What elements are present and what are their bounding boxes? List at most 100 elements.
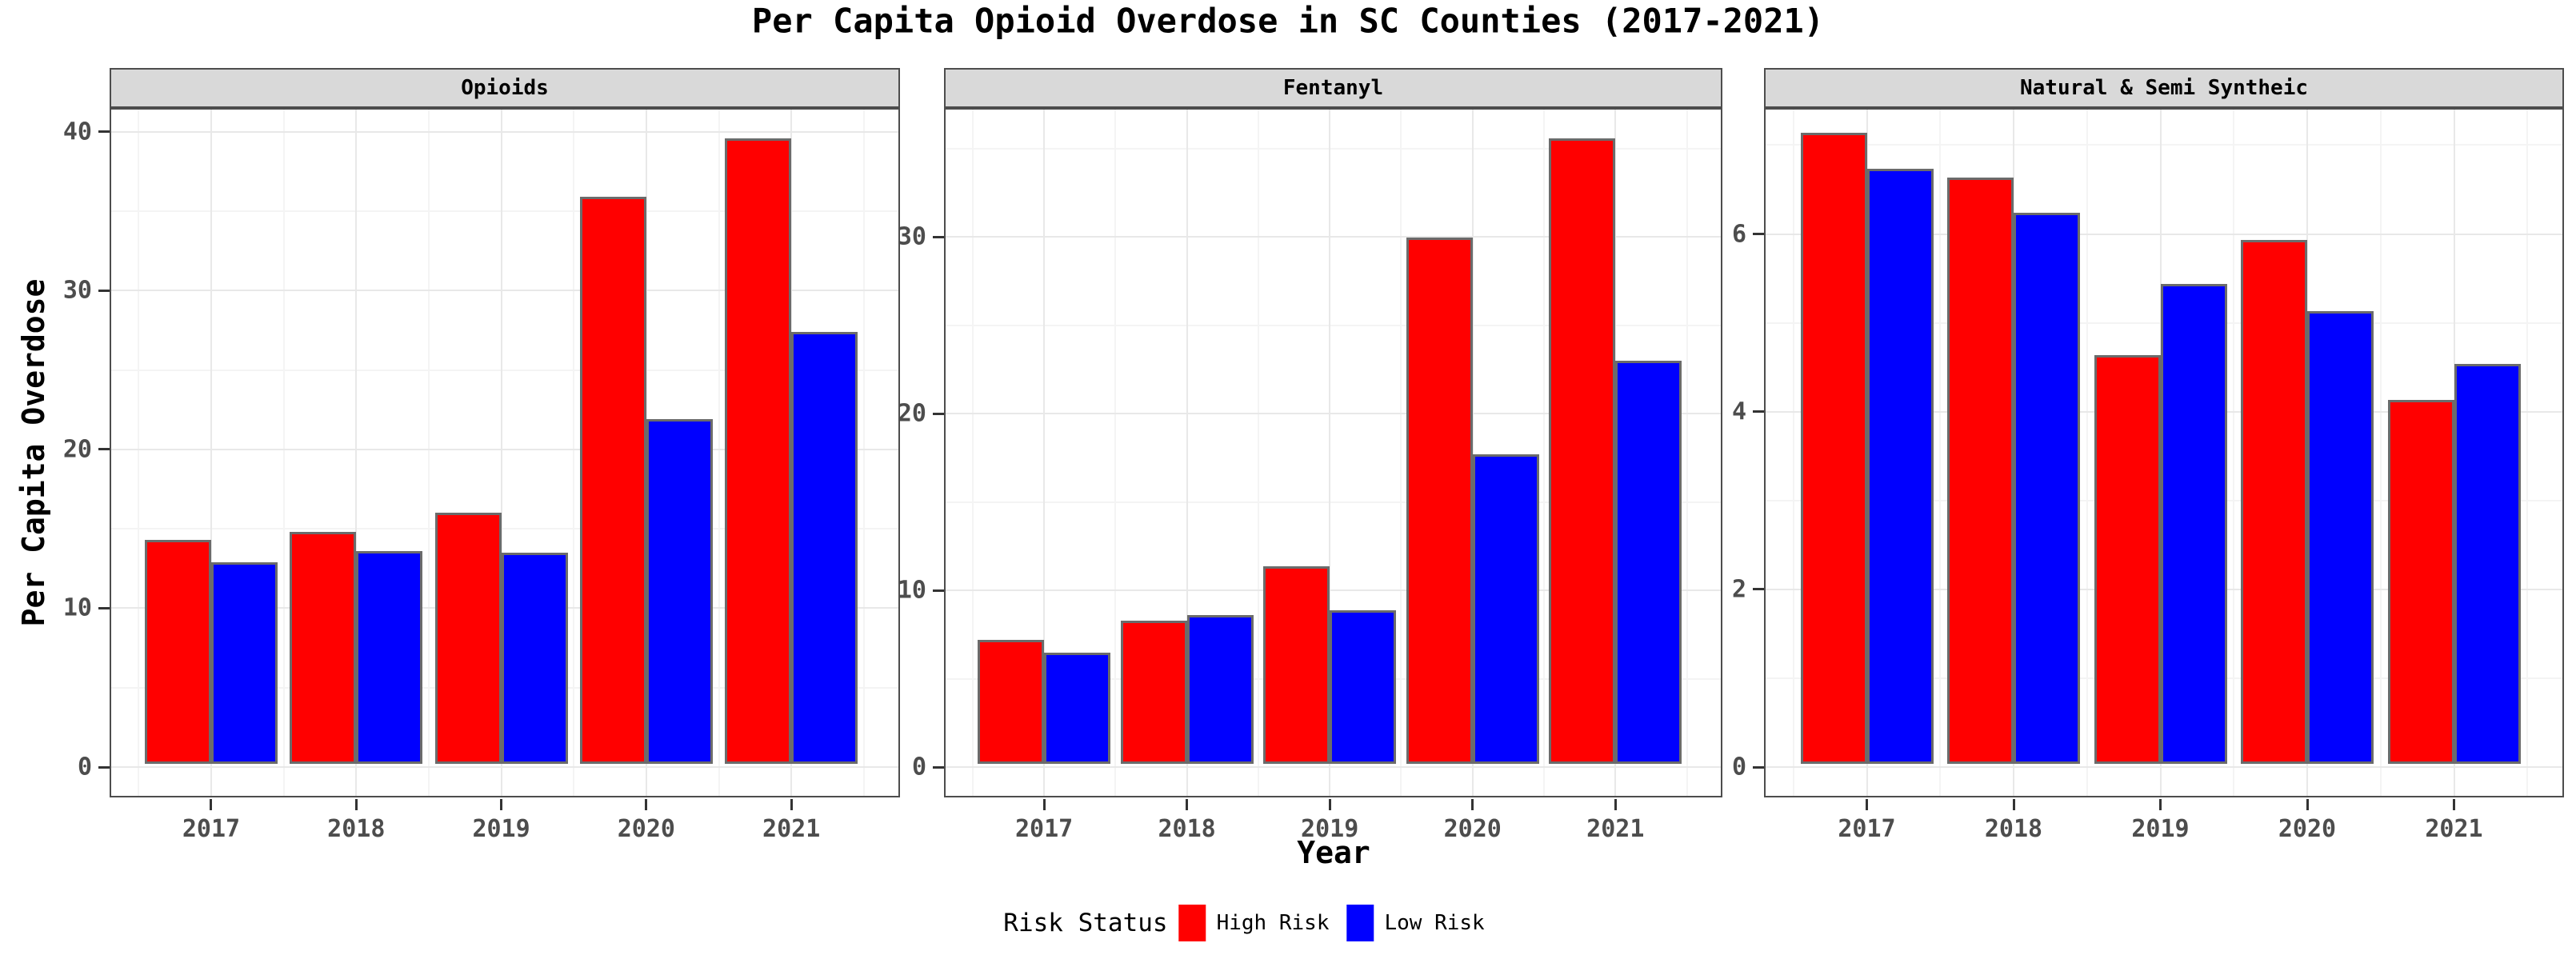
x-tick-mark bbox=[2012, 799, 2015, 810]
legend-label-high-risk: High Risk bbox=[1216, 911, 1330, 935]
y-tick-label: 20 bbox=[62, 435, 92, 464]
y-tick-label: 0 bbox=[911, 753, 926, 781]
y-tick-mark bbox=[1753, 588, 1764, 591]
gridline-major-vertical bbox=[1186, 110, 1188, 796]
bar-high-risk-2017 bbox=[144, 540, 211, 764]
chart-title: Per Capita Opioid Overdose in SC Countie… bbox=[751, 1, 1825, 41]
gridline-minor-horizontal bbox=[946, 324, 1721, 326]
facet-strip-label: Fentanyl bbox=[1282, 76, 1384, 100]
gridline-minor-horizontal bbox=[1766, 144, 2562, 146]
gridline-minor-vertical bbox=[1792, 110, 1794, 796]
y-tick-mark bbox=[98, 765, 110, 769]
gridline-major-horizontal bbox=[946, 766, 1721, 768]
bar-low-risk-2018 bbox=[1186, 615, 1254, 764]
y-tick-mark bbox=[1753, 765, 1764, 769]
bar-low-risk-2019 bbox=[2160, 284, 2227, 764]
x-tick-label: 2018 bbox=[1158, 815, 1216, 843]
y-tick-label: 6 bbox=[1731, 220, 1746, 248]
gridline-major-horizontal bbox=[1766, 233, 2562, 235]
legend-title: Risk Status bbox=[1003, 909, 1168, 937]
y-tick-label: 10 bbox=[897, 576, 926, 605]
x-tick-label: 2019 bbox=[2131, 815, 2190, 843]
panel-plot-fentanyl: 0 10 20 30 2017 2018 2019 2020 2021 bbox=[898, 108, 1722, 843]
gridline-major-vertical bbox=[1471, 110, 1474, 796]
bar-low-risk-2019 bbox=[501, 552, 568, 764]
gridline-minor-vertical bbox=[1257, 110, 1259, 796]
gridline-major-vertical bbox=[1329, 110, 1331, 796]
gridline-minor-horizontal bbox=[111, 528, 898, 530]
bar-high-risk-2018 bbox=[1947, 177, 2014, 764]
x-tick-label: 2017 bbox=[182, 815, 241, 843]
y-tick-label: 0 bbox=[1731, 753, 1746, 781]
bar-high-risk-2017 bbox=[978, 640, 1045, 764]
x-tick-label: 2017 bbox=[1014, 815, 1074, 843]
gridline-minor-vertical bbox=[427, 110, 430, 796]
x-tick-label: 2021 bbox=[2425, 815, 2483, 843]
y-tick-mark bbox=[98, 606, 110, 609]
x-axis-title: Year bbox=[1297, 835, 1370, 870]
x-tick-label: 2021 bbox=[762, 815, 821, 843]
bar-high-risk-2020 bbox=[1406, 237, 1473, 764]
bar-low-risk-2020 bbox=[1472, 454, 1539, 764]
panel-plot-natural-semi-synthetic: 0 2 4 6 2017 2018 2019 2020 2021 bbox=[1732, 108, 2564, 843]
x-tick-mark bbox=[1328, 799, 1331, 810]
y-tick-label: 20 bbox=[897, 399, 926, 428]
y-tick-label: 30 bbox=[62, 276, 92, 305]
bar-low-risk-2021 bbox=[791, 331, 858, 764]
x-tick-label: 2017 bbox=[1838, 815, 1896, 843]
bar-low-risk-2018 bbox=[2014, 213, 2080, 764]
gridline-minor-vertical bbox=[2086, 110, 2088, 796]
gridline-minor-vertical bbox=[138, 110, 140, 796]
y-tick-mark bbox=[98, 448, 110, 451]
bar-high-risk-2018 bbox=[1120, 621, 1187, 764]
gridline-minor-vertical bbox=[1542, 110, 1545, 796]
gridline-minor-vertical bbox=[2233, 110, 2235, 796]
y-tick-mark bbox=[933, 765, 944, 769]
y-tick-mark bbox=[933, 589, 944, 592]
x-tick-label: 2018 bbox=[1984, 815, 2043, 843]
y-tick-label: 2 bbox=[1731, 575, 1746, 604]
bar-low-risk-2017 bbox=[1044, 652, 1111, 764]
gridline-minor-vertical bbox=[1114, 110, 1117, 796]
x-tick-mark bbox=[2453, 799, 2455, 810]
bar-high-risk-2017 bbox=[1800, 133, 1867, 764]
gridline-minor-vertical bbox=[2379, 110, 2382, 796]
gridline-minor-vertical bbox=[1400, 110, 1402, 796]
x-tick-mark bbox=[1042, 799, 1046, 810]
facet-strip-label: Natural & Semi Syntheic bbox=[2019, 76, 2309, 100]
bar-high-risk-2019 bbox=[1263, 565, 1330, 764]
x-tick-label: 2020 bbox=[1443, 815, 1502, 843]
y-tick-mark bbox=[1753, 233, 1764, 235]
facet-strip-natural-semi-synthetic: Natural & Semi Syntheic bbox=[1764, 68, 2564, 108]
gridline-minor-vertical bbox=[862, 110, 865, 796]
y-tick-label: 40 bbox=[62, 118, 92, 146]
facet-strip-label: Opioids bbox=[461, 76, 549, 100]
y-tick-mark bbox=[933, 412, 944, 415]
x-tick-label: 2019 bbox=[472, 815, 530, 843]
gridline-major-horizontal bbox=[111, 448, 898, 450]
gridline-major-horizontal bbox=[946, 413, 1721, 415]
y-tick-label: 30 bbox=[897, 222, 926, 251]
bar-low-risk-2017 bbox=[1866, 168, 1934, 764]
gridline-major-horizontal bbox=[946, 236, 1721, 238]
gridline-minor-vertical bbox=[718, 110, 720, 796]
gridline-major-horizontal bbox=[946, 589, 1721, 592]
bar-high-risk-2019 bbox=[2094, 355, 2161, 764]
x-tick-mark bbox=[1614, 799, 1617, 810]
bar-low-risk-2021 bbox=[1615, 361, 1682, 764]
gridline-minor-vertical bbox=[1686, 110, 1688, 796]
x-tick-label: 2021 bbox=[1586, 815, 1645, 843]
legend-swatch-high-risk bbox=[1178, 905, 1206, 941]
gridline-minor-vertical bbox=[573, 110, 575, 796]
bar-high-risk-2019 bbox=[434, 513, 502, 764]
legend: Risk Status High Risk Low Risk bbox=[1003, 905, 1485, 941]
gridline-major-vertical bbox=[210, 110, 212, 796]
gridline-minor-horizontal bbox=[946, 147, 1721, 150]
x-tick-mark bbox=[790, 799, 793, 810]
gridline-minor-vertical bbox=[971, 110, 974, 796]
x-tick-mark bbox=[1186, 799, 1189, 810]
gridline-major-horizontal bbox=[111, 290, 898, 292]
x-tick-mark bbox=[1866, 799, 1868, 810]
gridline-minor-horizontal bbox=[111, 210, 898, 213]
